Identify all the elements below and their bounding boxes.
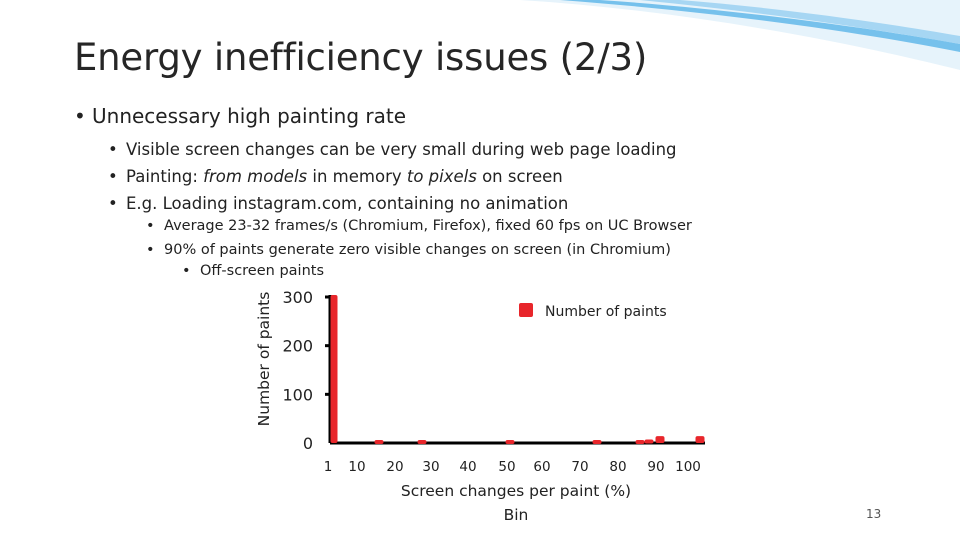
bar <box>655 436 665 443</box>
bar <box>644 439 654 444</box>
x-tick-label: 70 <box>571 459 588 475</box>
bar <box>592 440 602 445</box>
x-axis-title-secondary: Bin <box>504 506 529 524</box>
x-tick-label: 50 <box>498 459 515 475</box>
x-tick-label: 100 <box>675 459 701 475</box>
header-swoosh-decoration <box>520 0 960 70</box>
bar <box>695 436 705 443</box>
bullet-text: on screen <box>476 167 563 186</box>
y-tick-label: 100 <box>282 385 313 404</box>
x-tick-label: 20 <box>386 459 403 475</box>
bullet-text-italic: to pixels <box>406 167 477 186</box>
x-tick-label: 30 <box>422 459 439 475</box>
bullet-text: Painting: <box>126 167 204 186</box>
bullet-text: E.g. Loading instagram.com, containing n… <box>126 194 569 213</box>
bullet-text: in memory <box>307 167 407 186</box>
bullet-text: Visible screen changes can be very small… <box>126 140 677 159</box>
bar <box>635 440 645 445</box>
bullet-text: Unnecessary high painting rate <box>92 104 407 128</box>
bullet-level3-item: • Average 23-32 frames/s (Chromium, Firef… <box>146 214 692 238</box>
bullet-level1: • Unnecessary high painting rate <box>74 104 406 128</box>
y-tick-label: 0 <box>303 434 313 453</box>
y-tick-label: 300 <box>282 288 313 307</box>
x-tick-label: 1 <box>324 459 333 475</box>
bullet-text-italic: from models <box>203 167 308 186</box>
x-axis-title: Screen changes per paint (%) <box>401 482 631 500</box>
bullet-text: Off-screen paints <box>200 263 324 279</box>
bullet-dot: • <box>108 140 118 159</box>
bar <box>417 440 427 445</box>
bullet-text: Average 23-32 frames/s (Chromium, Firefo… <box>164 218 692 234</box>
bullet-dot: • <box>146 218 155 234</box>
legend-swatch <box>519 303 533 317</box>
bullet-dot: • <box>74 104 86 128</box>
bullet-level4-item: • Off-screen paints <box>182 263 324 279</box>
y-tick-label: 200 <box>282 337 313 356</box>
x-tick-label: 40 <box>459 459 476 475</box>
bullet-dot: • <box>182 263 191 279</box>
x-tick-label: 90 <box>647 459 664 475</box>
slide-title: Energy inefficiency issues (2/3) <box>74 36 648 79</box>
x-tick-label: 10 <box>348 459 365 475</box>
bullet-text: 90% of paints generate zero visible chan… <box>164 242 671 258</box>
bullet-level2-item: • Visible screen changes can be very smal… <box>108 136 677 163</box>
bullet-level2-item: • Painting: from models in memory to pixe… <box>108 163 677 190</box>
bar <box>330 295 338 443</box>
legend-label: Number of paints <box>545 304 667 320</box>
bullet-dot: • <box>108 194 118 213</box>
bar <box>505 440 515 445</box>
bullet-level3-item: • 90% of paints generate zero visible cha… <box>146 238 692 262</box>
x-tick-label: 60 <box>533 459 550 475</box>
bullet-level2-list: • Visible screen changes can be very smal… <box>108 136 677 217</box>
bullet-level2-item: • E.g. Loading instagram.com, containing … <box>108 190 677 217</box>
bullet-dot: • <box>108 167 118 186</box>
page-number: 13 <box>866 507 882 521</box>
x-tick-label: 80 <box>609 459 626 475</box>
bar <box>374 440 384 445</box>
bullet-dot: • <box>146 242 155 258</box>
bullet-level3-list: • Average 23-32 frames/s (Chromium, Firef… <box>146 214 692 262</box>
